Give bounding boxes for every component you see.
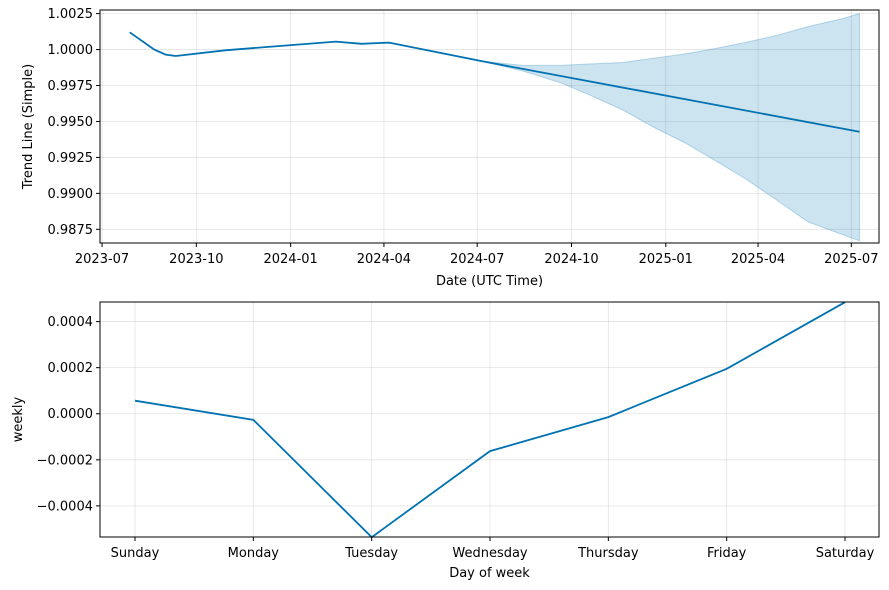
trend-x-tick-label: 2025-04 xyxy=(731,252,785,267)
trend-y-tick-label: 0.9900 xyxy=(48,187,94,202)
trend-x-tick-label: 2024-07 xyxy=(450,252,504,267)
trend-y-tick-label: 1.0025 xyxy=(48,7,94,22)
trend-y-tick-label: 0.9875 xyxy=(48,223,94,238)
weekly-y-ticks: −0.0004 −0.0002 0.0000 0.0002 0.0004 xyxy=(37,315,100,514)
trend-y-tick-label: 1.0000 xyxy=(48,43,94,58)
weekly-y-tick-label: 0.0004 xyxy=(48,315,94,330)
weekly-y-tick-label: 0.0000 xyxy=(48,407,94,422)
weekly-chart: Sunday Monday Tuesday Wednesday Thursday Frid… xyxy=(11,301,880,581)
weekly-x-tick-label: Thursday xyxy=(577,546,639,561)
weekly-y-axis-label: weekly xyxy=(11,396,26,442)
weekly-x-tick-label: Saturday xyxy=(816,546,875,561)
trend-y-axis-label: Trend Line (Simple) xyxy=(21,64,36,190)
weekly-x-axis-label: Day of week xyxy=(449,566,530,581)
trend-x-ticks: 2023-07 2023-10 2024-01 2024-04 2024-07 2024-… xyxy=(75,243,878,267)
weekly-y-tick-label: −0.0004 xyxy=(37,499,93,514)
weekly-x-ticks: Sunday Monday Tuesday Wednesday Thursday Frid… xyxy=(111,537,875,561)
trend-x-tick-label: 2023-07 xyxy=(75,252,129,267)
weekly-x-tick-label: Monday xyxy=(228,546,280,561)
trend-x-axis-label: Date (UTC Time) xyxy=(436,274,543,289)
trend-x-tick-label: 2023-10 xyxy=(169,252,223,267)
trend-y-tick-label: 0.9925 xyxy=(48,151,94,166)
weekly-y-tick-label: 0.0002 xyxy=(48,361,94,376)
trend-uncertainty-band xyxy=(482,12,860,242)
trend-x-tick-label: 2025-01 xyxy=(639,252,693,267)
weekly-y-tick-label: −0.0002 xyxy=(37,453,93,468)
trend-x-tick-label: 2024-01 xyxy=(263,252,317,267)
trend-x-tick-label: 2024-04 xyxy=(357,252,411,267)
weekly-plot-frame xyxy=(99,301,880,538)
trend-x-tick-label: 2025-07 xyxy=(824,252,878,267)
trend-y-tick-label: 0.9975 xyxy=(48,79,94,94)
weekly-x-tick-label: Sunday xyxy=(111,546,160,561)
trend-plot-frame xyxy=(99,9,880,244)
weekly-grid xyxy=(100,302,879,537)
trend-y-ticks: 0.9875 0.9900 0.9925 0.9950 0.9975 1.0000 1.00… xyxy=(48,7,100,238)
trend-line xyxy=(129,31,860,133)
weekly-x-tick-label: Friday xyxy=(707,546,747,561)
trend-chart: 2023-07 2023-10 2024-01 2024-04 2024-07 2024-… xyxy=(21,7,880,289)
weekly-x-tick-label: Tuesday xyxy=(344,546,398,561)
trend-grid xyxy=(100,10,879,243)
weekly-line xyxy=(134,301,846,539)
weekly-x-tick-label: Wednesday xyxy=(452,546,528,561)
trend-x-tick-label: 2024-10 xyxy=(544,252,598,267)
trend-y-tick-label: 0.9950 xyxy=(48,115,94,130)
